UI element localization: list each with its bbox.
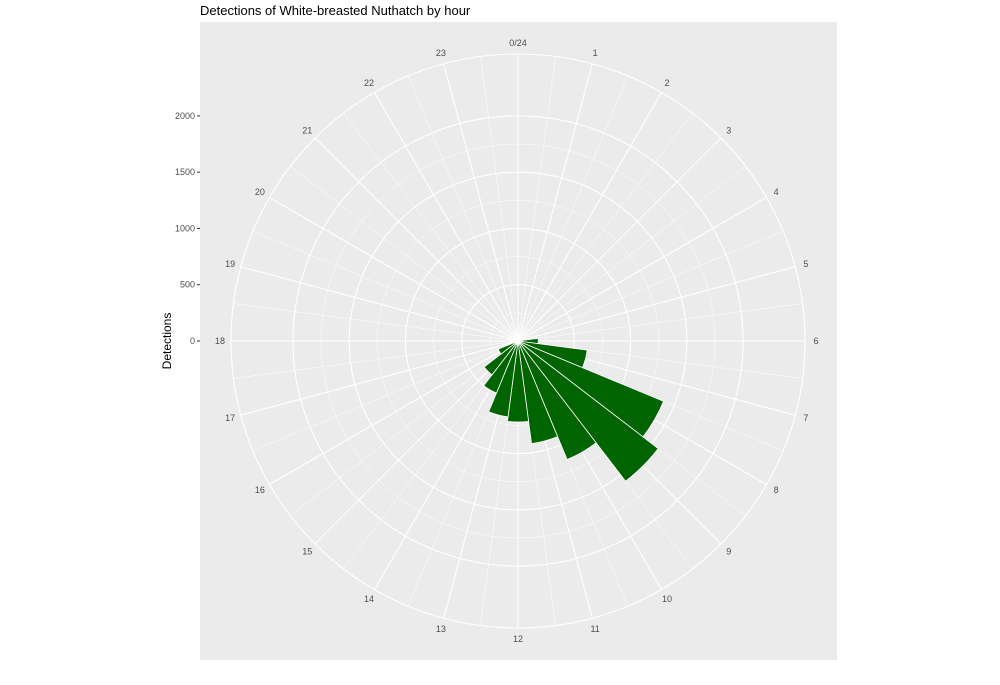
y-tick-label: 0 — [190, 336, 195, 346]
minor-grid-spoke — [233, 340, 519, 379]
minor-grid-spoke — [290, 166, 519, 342]
hour-label: 7 — [803, 413, 808, 423]
hour-label: 19 — [225, 259, 235, 269]
major-grid-spoke — [240, 266, 519, 342]
hour-label: 4 — [774, 187, 779, 197]
major-grid-spoke — [240, 340, 519, 416]
hour-label: 13 — [436, 624, 446, 634]
minor-grid-spoke — [252, 340, 519, 452]
hour-label: 16 — [255, 485, 265, 495]
minor-grid-spoke — [517, 166, 746, 342]
hour-label: 3 — [726, 125, 731, 135]
hour-label: 10 — [662, 594, 672, 604]
hour-label: 1 — [593, 48, 598, 58]
major-grid-spoke — [269, 340, 519, 485]
hour-label: 17 — [225, 413, 235, 423]
y-tick-label: 2000 — [175, 111, 195, 121]
minor-grid-spoke — [517, 113, 693, 342]
hour-label: 15 — [302, 547, 312, 557]
hour-label: 8 — [774, 485, 779, 495]
bar-hour-14 — [483, 340, 519, 394]
minor-grid-spoke — [517, 75, 629, 342]
bar-hour-15 — [483, 340, 519, 376]
chart-title: Detections of White-breasted Nuthatch by… — [200, 3, 471, 18]
major-grid-spoke — [517, 63, 593, 342]
y-tick-label: 500 — [180, 280, 195, 290]
hour-label: 22 — [364, 78, 374, 88]
bar-hour-12 — [506, 340, 530, 423]
hour-label: 21 — [302, 125, 312, 135]
y-tick-label: 1000 — [175, 223, 195, 233]
bar-hour-9 — [517, 340, 659, 482]
major-grid-spoke — [269, 197, 519, 342]
bar-hour-16 — [497, 340, 519, 355]
major-grid-spoke — [443, 63, 519, 342]
y-tick-label: 1500 — [175, 167, 195, 177]
minor-grid-spoke — [233, 303, 519, 342]
hour-label: 2 — [664, 78, 669, 88]
hour-label: 9 — [726, 547, 731, 557]
y-axis: 0 500 1000 1500 2000 — [175, 111, 200, 346]
minor-grid-spoke — [252, 230, 519, 342]
bar-hour-10 — [517, 340, 597, 461]
minor-grid-spoke — [343, 113, 519, 342]
minor-grid-spoke — [407, 75, 519, 342]
major-grid-spoke — [314, 137, 519, 342]
minor-grid-spoke — [517, 56, 556, 342]
hour-label: 12 — [513, 634, 523, 644]
minor-grid-spoke — [480, 56, 519, 342]
major-grid-spoke — [374, 92, 519, 342]
hour-label: 6 — [813, 336, 818, 346]
hour-labels: 0/24123456789101112131415161718192021222… — [215, 38, 819, 644]
major-grid-spoke — [314, 340, 519, 545]
hour-label: 18 — [215, 336, 225, 346]
hour-label: 11 — [590, 624, 599, 634]
minor-grid-spoke — [517, 303, 803, 342]
y-axis-title: Detections — [160, 313, 174, 370]
major-grid-spoke — [517, 137, 722, 342]
hour-label: 0/24 — [509, 38, 527, 48]
hour-label: 14 — [364, 594, 374, 604]
bars — [483, 337, 665, 482]
major-grid-spoke — [517, 266, 796, 342]
major-grid-spoke — [517, 92, 662, 342]
minor-grid-spoke — [517, 230, 784, 342]
major-grid-spoke — [517, 197, 767, 342]
hour-label: 23 — [436, 48, 446, 58]
bar-hour-13 — [488, 340, 519, 418]
hour-label: 20 — [255, 187, 265, 197]
bar-hour-11 — [517, 340, 559, 445]
minor-grid-spoke — [290, 340, 519, 516]
hour-label: 5 — [803, 259, 808, 269]
